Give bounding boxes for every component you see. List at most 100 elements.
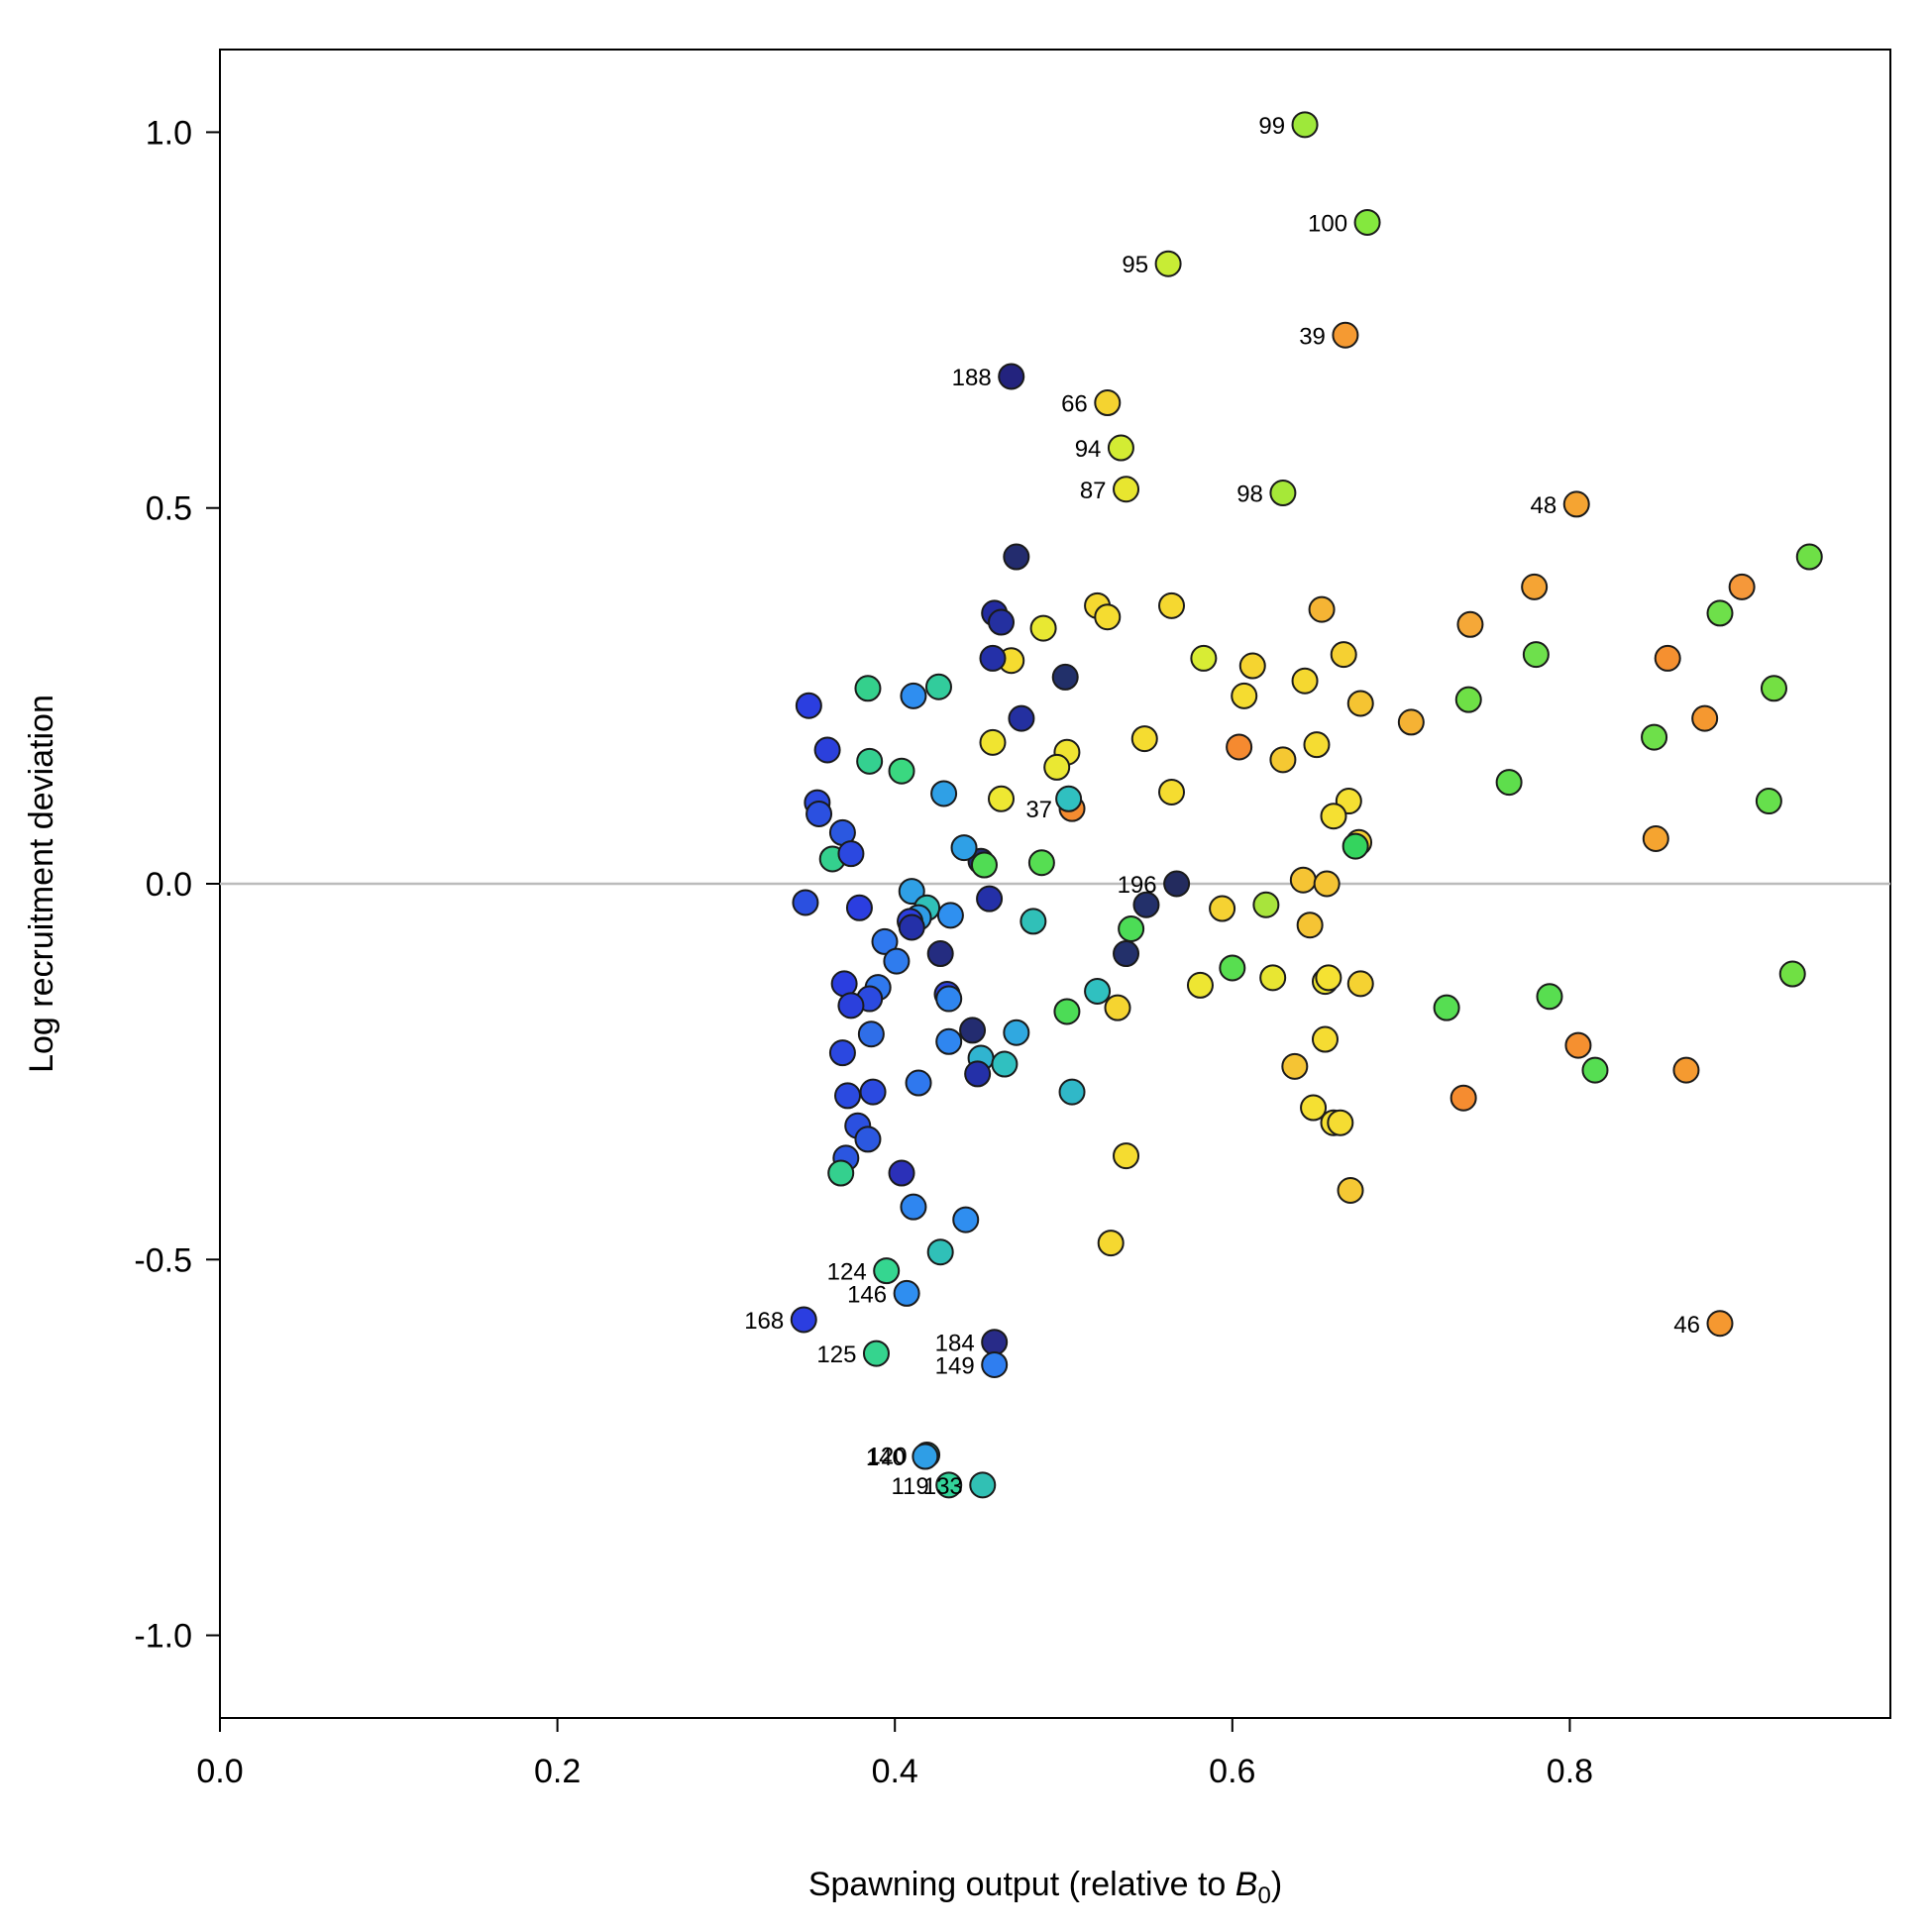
scatter-point [1641,723,1668,751]
scatter-point [1456,610,1484,638]
scatter-point [1053,998,1081,1025]
scatter-point [1342,832,1369,860]
scatter-point [930,780,958,807]
scatter-point [828,1039,856,1067]
point-label: 87 [1080,478,1107,504]
scatter-point [1107,434,1134,462]
point-label: 140 [866,1445,906,1471]
scatter-point [1158,591,1186,619]
x-tick-label: 0.2 [534,1753,581,1790]
scatter-point [1330,641,1357,669]
scatter-point [1691,704,1719,732]
scatter-point [888,757,915,785]
scatter-point [1055,785,1083,812]
scatter-point [1311,1025,1339,1053]
scatter-point [1158,778,1186,805]
scatter-point [1313,870,1341,898]
scatter-point [1289,866,1317,894]
y-axis-ticks: 1.0 0.5 0.0 -0.5 -1.0 [134,114,220,1656]
scatter-point [1581,1056,1609,1084]
scatter-point [1728,573,1756,600]
x-axis-title: Spawning output (relative to B0) [808,1866,1282,1909]
scatter-point [1094,389,1122,417]
y-tick-label: 0.5 [146,490,192,528]
scatter-point [1521,573,1549,600]
scatter-point [1706,1310,1734,1338]
scatter-point [813,736,841,764]
x-tick-label: 0.8 [1547,1753,1593,1790]
scatter-point [950,834,978,862]
scatter-point [1433,994,1460,1021]
scatter-point [926,940,954,968]
scatter-point [1130,725,1158,753]
scatter-point [1209,895,1236,922]
scatter-point [998,363,1025,390]
scatter-point [1449,1084,1477,1112]
scatter-point [1397,708,1425,736]
scatter-point [1058,1078,1086,1106]
scatter-point [1113,476,1140,503]
point-label: 149 [935,1352,975,1379]
scatter-point [837,840,865,868]
scatter-point [991,1050,1019,1078]
scatter-point [1029,614,1057,642]
scatter-point [979,644,1007,672]
y-tick-label: 0.0 [146,866,192,904]
point-label: 184 [935,1331,975,1357]
scatter-point [1113,940,1140,968]
scatter-point [900,682,927,709]
point-label: 188 [952,365,992,391]
scatter-point [1303,731,1331,759]
scatter-point [1795,543,1823,571]
scatter-point [1564,1031,1592,1059]
point-label: 196 [1118,872,1157,899]
point-label: 120 [868,1444,908,1470]
scatter-point [1760,675,1787,702]
scatter-point [1238,652,1266,680]
scatter-point [1163,870,1191,898]
point-label: 37 [1025,797,1052,823]
scatter-point [805,800,833,827]
point-label: 98 [1236,482,1263,508]
scatter-point [1353,208,1381,236]
scatter-point [988,785,1016,812]
scatter-point [976,885,1004,912]
scatter-point [845,894,873,921]
x-axis-title-suffix: ) [1271,1866,1282,1903]
scatter-point [1269,746,1297,774]
scatter-point [1003,1019,1030,1046]
scatter-point [935,1471,963,1499]
scatter-point [1755,788,1782,815]
data-points [790,111,1823,1499]
scatter-point [856,747,884,775]
scatter-point [1154,250,1182,277]
x-tick-label: 0.4 [872,1753,918,1790]
scatter-point [1269,480,1297,507]
scatter-point [1291,667,1319,695]
scatter-point [1043,753,1071,781]
point-label: 133 [923,1473,963,1500]
scatter-point [935,1027,963,1055]
point-label: 100 [1308,210,1347,237]
scatter-point [1654,644,1681,672]
scatter-point [857,1020,885,1048]
scatter-point [981,1350,1009,1378]
y-tick-label: -1.0 [134,1618,192,1656]
scatter-point [981,1329,1009,1356]
scatter-point [1672,1056,1700,1084]
scatter-point [1300,1094,1328,1122]
scatter-point [900,1193,927,1221]
scatter-point [1094,603,1122,631]
scatter-point [1051,663,1079,691]
scatter-point [1231,682,1258,709]
scatter-point [1008,704,1035,732]
y-tick-label: -0.5 [134,1241,192,1279]
x-tick-label: 0.6 [1209,1753,1255,1790]
scatter-point [883,947,911,975]
scatter-point [936,902,964,929]
y-axis-title: Log recruitment deviation [23,695,60,1073]
scatter-point [988,608,1016,636]
point-label: 48 [1531,492,1557,519]
scatter-point [898,913,925,941]
